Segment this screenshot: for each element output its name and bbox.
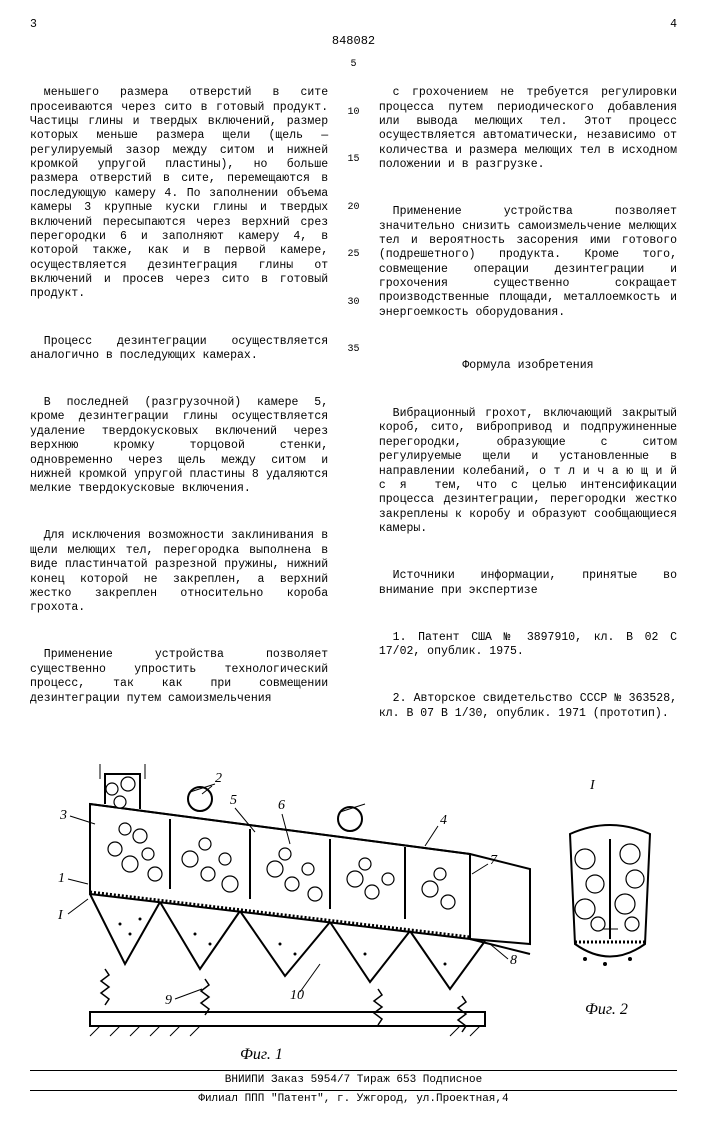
svg-text:6: 6 (278, 798, 285, 813)
figures: 1 2 3 4 5 6 7 8 9 10 I Фиг. 1 (30, 764, 677, 1064)
sources-heading: Источники информации, принятые во вниман… (379, 569, 677, 598)
fig1-caption: Фиг. 1 (240, 1046, 283, 1063)
right-column: с грохочением не требуется регулировки п… (379, 57, 677, 753)
footer-line2: Филиал ППП "Патент", г. Ужгород, ул.Прое… (30, 1093, 677, 1107)
left-column: меньшего размера отверстий в сите просеи… (30, 57, 328, 753)
svg-text:9: 9 (165, 993, 172, 1008)
formula-heading: Формула изобретения (379, 359, 677, 373)
line-no: 15 (347, 154, 359, 167)
line-no: 35 (347, 344, 359, 357)
page-left-no: 3 (30, 18, 37, 32)
para: В последней (разгрузочной) камере 5, кро… (30, 396, 328, 497)
para: меньшего размера отверстий в сите просеи… (30, 86, 328, 302)
para: с грохочением не требуется регулировки п… (379, 86, 677, 172)
line-no: 20 (347, 202, 359, 215)
source: 1. Патент США № 3897910, кл. В 02 С 17/0… (379, 631, 677, 660)
svg-text:10: 10 (290, 988, 304, 1003)
para: Вибрационный грохот, включающий закрытый… (379, 407, 677, 536)
source: 2. Авторское свидетельство СССР № 363528… (379, 692, 677, 721)
patent-number: 848082 (30, 34, 677, 49)
page-right-no: 4 (670, 18, 677, 32)
figure-svg: 1 2 3 4 5 6 7 8 9 10 I Фиг. 1 (30, 764, 677, 1064)
line-no: 30 (347, 297, 359, 310)
footer-line1: ВНИИПИ Заказ 5954/7 Тираж 653 Подписное (30, 1070, 677, 1092)
line-number-gutter: 5 10 15 20 25 30 35 (346, 57, 361, 753)
svg-text:I: I (57, 908, 64, 923)
fig2-caption: Фиг. 2 (585, 1001, 628, 1018)
svg-text:I: I (589, 778, 596, 793)
svg-text:2: 2 (215, 771, 222, 786)
svg-text:3: 3 (59, 808, 67, 823)
line-no: 25 (347, 249, 359, 262)
line-no: 10 (347, 107, 359, 120)
para: Применение устройства позволяет существе… (30, 648, 328, 706)
svg-text:4: 4 (440, 813, 447, 828)
para: Для исключения возможности заклинивания … (30, 529, 328, 615)
svg-text:1: 1 (58, 871, 65, 886)
para: Применение устройства позволяет значител… (379, 205, 677, 320)
line-no: 5 (350, 59, 356, 72)
svg-text:8: 8 (510, 953, 517, 968)
para: Процесс дезинтеграции осуществляется ана… (30, 335, 328, 364)
page-header: 3 4 (30, 18, 677, 32)
svg-text:5: 5 (230, 793, 237, 808)
text-columns: меньшего размера отверстий в сите просеи… (30, 57, 677, 753)
svg-text:7: 7 (490, 853, 498, 868)
